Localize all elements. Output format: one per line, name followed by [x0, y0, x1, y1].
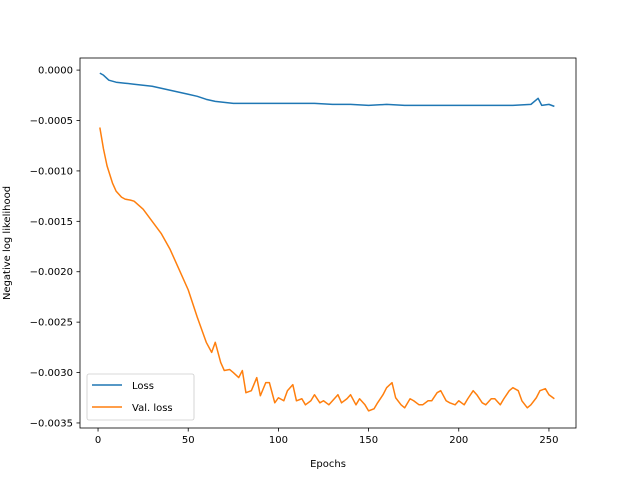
plot-frame	[79, 57, 577, 429]
series-line-val-loss	[99, 127, 555, 412]
x-tick-label: 250	[539, 435, 558, 446]
y-tick-label: −0.0025	[30, 318, 73, 329]
x-tick-label: 0	[95, 435, 101, 446]
y-axis-label: Negative log likelihood	[2, 186, 13, 300]
legend-label-val-loss: Val. loss	[132, 403, 173, 414]
x-tick-label: 150	[359, 435, 378, 446]
x-axis-label: Epochs	[310, 459, 346, 470]
plot-area	[80, 58, 576, 428]
y-tick-label: −0.0010	[30, 166, 73, 177]
series-line-loss	[99, 72, 555, 108]
legend-label-loss: Loss	[132, 381, 154, 392]
y-tick-label: 0.0000	[38, 66, 73, 77]
y-tick-label: −0.0015	[30, 217, 73, 228]
y-tick-label: −0.0005	[30, 116, 73, 127]
y-tick-label: −0.0035	[30, 418, 73, 429]
y-tick-label: −0.0020	[30, 267, 73, 278]
series-layer	[99, 72, 555, 412]
y-axis: 0.0000 −0.0005 −0.0010 −0.0015 −0.0020 −0.002…	[30, 66, 80, 429]
y-tick-label: −0.0030	[30, 368, 73, 379]
x-tick-label: 200	[449, 435, 468, 446]
x-tick-label: 50	[182, 435, 195, 446]
legend: Loss Val. loss	[86, 373, 195, 421]
x-tick-label: 100	[269, 435, 288, 446]
x-axis: 0 50 100 150 200 250	[95, 428, 558, 446]
